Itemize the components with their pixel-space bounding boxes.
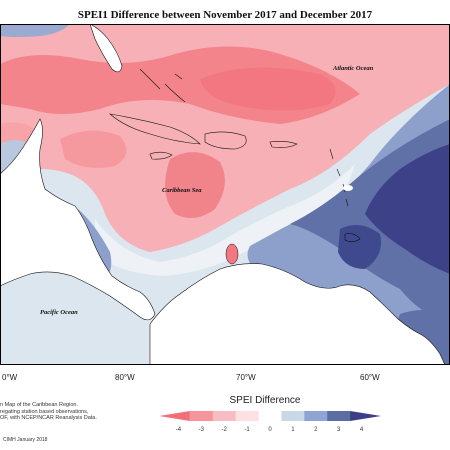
blue-field-deep — [365, 144, 450, 274]
land-masses — [0, 24, 446, 365]
tick-70w: 70°W — [236, 373, 256, 382]
legend-title: SPEI Difference — [229, 395, 301, 406]
blue-field-nw — [0, 24, 70, 37]
legend-tick-label: -1 — [244, 427, 250, 433]
atlantic-ocean-label: Atlantic Ocean — [332, 65, 374, 72]
legend-swatch — [235, 411, 259, 421]
pink-field-deep-3 — [165, 152, 225, 218]
map-title: SPEI1 Difference between November 2017 a… — [77, 9, 373, 21]
legend-swatch — [327, 411, 351, 421]
tick-left-edge: 0°W — [2, 373, 18, 382]
legend-swatch — [281, 411, 305, 421]
pink-field-deep-2 — [200, 67, 336, 111]
credit-text: CIMH January 2018 — [3, 437, 48, 443]
spei-map: Atlantic Ocean Caribbean Sea Pacific Oce… — [0, 24, 450, 365]
lake-maracaibo — [225, 243, 239, 265]
land-south-america — [149, 263, 446, 365]
blue-field-deep-2 — [338, 225, 381, 269]
tick-60w: 60°W — [360, 373, 380, 382]
pink-field-deep-4 — [60, 130, 127, 168]
note-line: regating station based observations, — [0, 408, 89, 415]
island-jamaica — [149, 151, 173, 160]
map-note: n Map of the Caribbean Region. regating … — [0, 402, 118, 422]
legend-tick-label: 2 — [314, 427, 318, 433]
legend-tick-label: -3 — [199, 427, 205, 433]
legend-swatch — [212, 411, 236, 421]
island-puerto-rico — [269, 141, 298, 148]
legend-swatch — [258, 411, 282, 421]
legend-tick-label: 1 — [291, 427, 295, 433]
legend-tick-label: 4 — [360, 427, 364, 433]
island-trinidad — [344, 233, 361, 243]
legend-tick-label: -2 — [222, 427, 228, 433]
islands — [108, 68, 361, 243]
legend-tick-label: 0 — [268, 427, 272, 433]
island-cuba — [108, 113, 201, 145]
note-line: n Map of the Caribbean Region. — [0, 402, 78, 408]
legend-swatch — [304, 411, 328, 421]
tick-80w: 80°W — [115, 373, 135, 382]
island-bahamas — [139, 68, 186, 103]
legend-swatch — [189, 411, 214, 421]
land-florida — [89, 24, 123, 73]
caribbean-sea-label: Caribbean Sea — [162, 187, 202, 194]
island-hispaniola — [204, 131, 247, 150]
legend-tick-label: 3 — [337, 427, 341, 433]
white-spot — [343, 185, 353, 191]
note-line: OF, with NCEP/NCAR Reanalysis Data. — [0, 415, 97, 421]
legend-tick-label: -4 — [176, 427, 182, 433]
island-lesser-antilles — [329, 148, 349, 207]
legend-swatch — [159, 411, 190, 421]
legend-swatch — [350, 411, 381, 421]
land-central-america — [0, 118, 156, 321]
pacific-ocean-label: Pacific Ocean — [40, 309, 78, 316]
legend-colorbar: -4 -3 -2 -1 0 1 2 3 4 — [159, 411, 381, 433]
